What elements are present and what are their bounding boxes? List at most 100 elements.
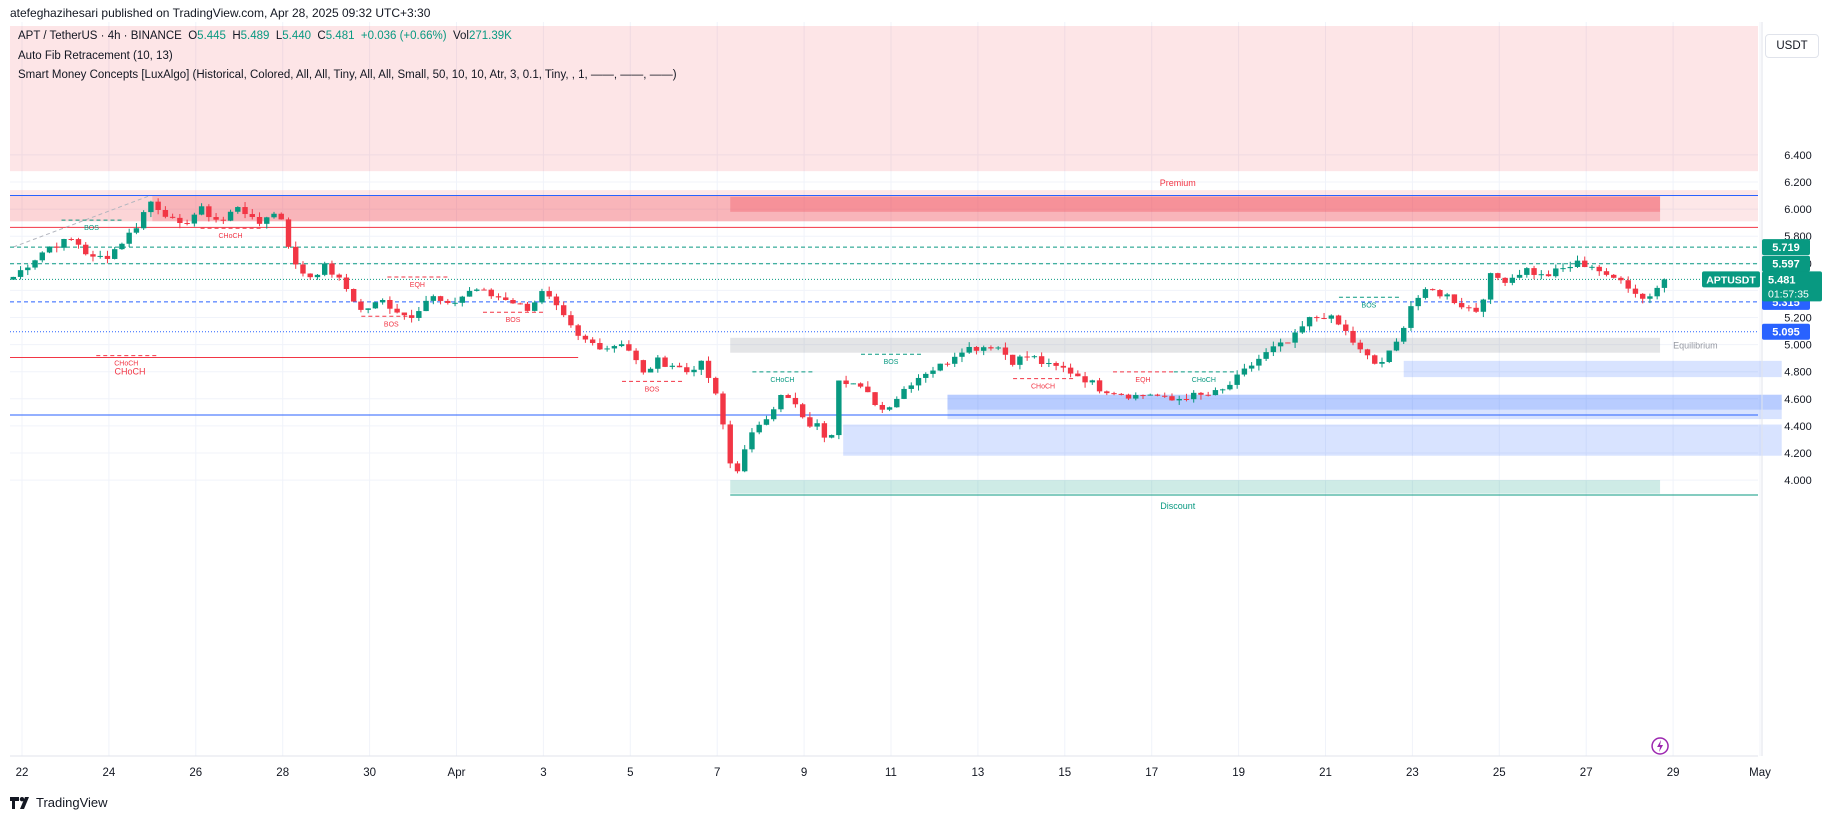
candle-body: [865, 386, 871, 393]
candle-body: [828, 435, 835, 438]
candle-body: [126, 232, 132, 244]
price-line-tag: [1762, 323, 1810, 340]
candle-body: [90, 254, 96, 257]
candle-body: [466, 290, 473, 297]
candle-body: [1502, 277, 1508, 283]
candle-body: [1154, 394, 1161, 396]
choch-label: CHoCH: [114, 366, 145, 376]
candle-body: [1386, 350, 1392, 362]
candle-body: [778, 395, 784, 410]
candle-body: [1364, 349, 1371, 356]
candle-body: [560, 305, 567, 316]
x-tick-label: 11: [885, 767, 897, 779]
candle-body: [416, 311, 422, 318]
y-tick-label: 4.800: [1784, 367, 1812, 379]
x-tick-label: 28: [276, 767, 289, 779]
structure-label: BOS: [384, 321, 399, 328]
price-line-value: 5.095: [1772, 327, 1800, 339]
candle-body: [1234, 374, 1240, 385]
candle-body: [662, 357, 668, 367]
x-tick-label: 25: [1493, 767, 1506, 779]
indicator-smc[interactable]: Smart Money Concepts [LuxAlgo] (Historic…: [18, 69, 677, 81]
x-tick-label: 27: [1580, 767, 1593, 779]
candle-body: [1031, 356, 1038, 358]
low-value: 5.440: [282, 30, 312, 42]
candle-body: [1067, 367, 1074, 374]
candle-body: [437, 296, 444, 301]
bearish-order-block: [152, 195, 1661, 222]
candle-body: [423, 300, 429, 312]
candle-body: [1372, 355, 1378, 364]
x-tick-label: 29: [1667, 767, 1680, 779]
candle-body: [235, 207, 241, 212]
candle-body: [206, 206, 212, 218]
x-tick-label: May: [1749, 767, 1771, 779]
candle-body: [923, 373, 929, 378]
candle-body: [1328, 315, 1334, 319]
candle-body: [1509, 277, 1516, 283]
candle-body: [843, 380, 849, 385]
candle-body: [1212, 390, 1219, 396]
candle-body: [857, 383, 864, 387]
change-value: +0.036 (+0.66%): [360, 30, 447, 42]
candle-body: [459, 296, 465, 303]
close-label: C: [317, 30, 326, 42]
candle-body: [691, 369, 697, 373]
candle-body: [148, 201, 154, 213]
y-tick-label: 4.600: [1784, 394, 1812, 406]
candle-body: [1075, 373, 1081, 377]
symbol-legend: APT / TetherUS · 4h · BINANCE O5.445 H5.…: [18, 30, 512, 42]
candle-body: [1357, 342, 1363, 350]
candle-body: [930, 370, 936, 374]
candle-body: [1654, 287, 1660, 297]
indicator-fib[interactable]: Auto Fib Retracement (10, 13): [18, 50, 173, 62]
candle-body: [1480, 299, 1487, 312]
currency-button[interactable]: USDT: [1765, 34, 1819, 58]
candles[interactable]: [10, 198, 1668, 474]
lightning-icon: [1651, 737, 1669, 755]
bearish-order-block: [730, 196, 1661, 212]
candle-body: [1553, 268, 1559, 277]
smc-zones: Premium Equilibrium Discount: [10, 26, 1782, 511]
candle-body: [1219, 389, 1226, 391]
last-price-tag: [1762, 271, 1822, 302]
candle-body: [336, 274, 342, 278]
candle-body: [1162, 395, 1168, 397]
candle-body: [293, 246, 299, 265]
candle-body: [647, 368, 654, 373]
candle-body: [1531, 268, 1537, 275]
candle-body: [770, 409, 777, 420]
candle-body: [1292, 332, 1298, 343]
candle-body: [495, 296, 502, 298]
candle-body: [1603, 271, 1610, 275]
candle-body: [850, 383, 857, 385]
candle-body: [242, 207, 248, 215]
candle-body: [785, 395, 791, 398]
candle-body: [430, 296, 437, 301]
candle-body: [1618, 277, 1624, 281]
candle-body: [1198, 392, 1204, 395]
candle-body: [61, 238, 67, 248]
x-tick-label: 9: [801, 767, 807, 779]
x-tick-label: 19: [1232, 767, 1245, 779]
discount-label: Discount: [1160, 501, 1196, 511]
candle-body: [1176, 398, 1182, 401]
symbol-name[interactable]: APT / TetherUS · 4h · BINANCE: [18, 30, 182, 42]
publish-info: atefeghazihesari published on TradingVie…: [10, 6, 431, 20]
candle-body: [177, 217, 183, 223]
candle-body: [1205, 394, 1211, 396]
candle-body: [46, 246, 53, 253]
candle-body: [119, 243, 125, 250]
candle-body: [358, 301, 364, 310]
candle-body: [474, 289, 480, 291]
x-tick-label: 7: [714, 767, 720, 779]
candle-body: [1538, 274, 1545, 276]
candle-body: [705, 360, 712, 378]
structure-label: BOS: [645, 386, 660, 393]
candle-body: [1596, 266, 1602, 272]
candle-body: [676, 365, 683, 368]
structure-label: CHoCH: [770, 377, 794, 384]
y-tick-label: 5.000: [1784, 340, 1812, 352]
candle-body: [1625, 280, 1631, 289]
